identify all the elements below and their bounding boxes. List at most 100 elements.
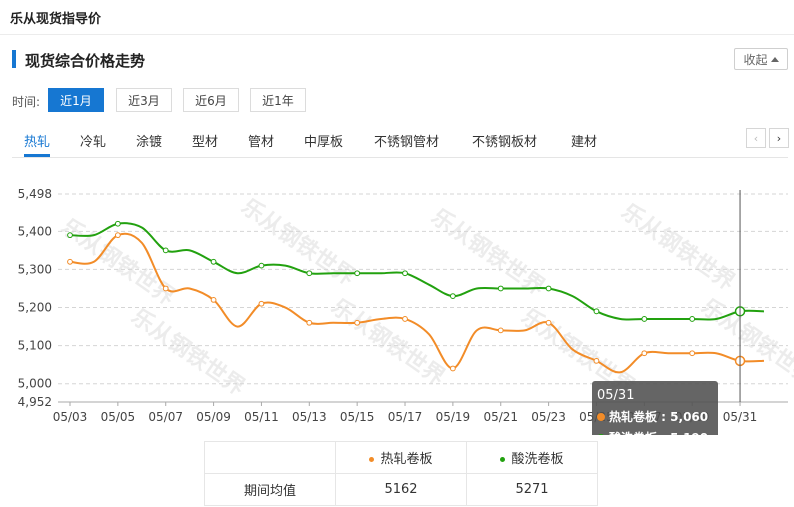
data-point [402, 270, 408, 277]
data-point [593, 357, 600, 364]
tooltip-marker [597, 413, 605, 421]
tooltip-line: 酸洗卷板 : 5,190 [609, 430, 708, 435]
data-point [306, 270, 313, 277]
summary-value-pickled: 5271 [466, 473, 598, 506]
y-tick-label: 5,000 [18, 377, 52, 391]
tabs-next-button[interactable]: › [769, 128, 789, 148]
x-tick-label: 05/15 [340, 410, 375, 424]
data-point [354, 270, 361, 277]
x-tick-label: 05/23 [531, 410, 566, 424]
tab-construction[interactable]: 建材 [571, 135, 598, 150]
tooltip-date: 05/31 [597, 388, 634, 403]
data-point [689, 316, 696, 322]
tab-sections[interactable]: 型材 [192, 135, 219, 150]
x-tick-label: 05/11 [244, 410, 279, 424]
data-point [689, 350, 696, 357]
tab-stainless-pipe[interactable]: 不锈钢管材 [374, 135, 440, 150]
data-point [593, 308, 600, 315]
watermark-text: 乐从钢铁世界 [617, 199, 740, 296]
chevron-right-icon: › [776, 131, 782, 145]
y-tick-label: 5,100 [18, 339, 52, 353]
tab-cold-rolled[interactable]: 冷轧 [80, 135, 107, 150]
app-title: 乐从现货指导价 [10, 12, 102, 27]
x-tick-label: 05/21 [483, 410, 518, 424]
data-point [162, 285, 169, 292]
active-tab-indicator [24, 154, 50, 157]
summary-header-label: 热轧卷板 [380, 452, 433, 467]
tab-stainless-plate[interactable]: 不锈钢板材 [472, 135, 538, 150]
time-filter-label: 时间: [12, 95, 41, 109]
summary-row-label: 期间均值 [204, 473, 336, 506]
y-tick-label: 5,300 [18, 262, 52, 276]
tooltip-marker [598, 434, 604, 435]
section-title: 现货综合价格走势 [25, 52, 146, 70]
orange-dot-icon [369, 457, 375, 462]
data-point [114, 220, 121, 227]
tabs-divider [12, 157, 788, 158]
watermark-text: 乐从钢铁世界 [697, 294, 794, 391]
data-point [545, 285, 552, 292]
tab-medium-plate[interactable]: 中厚板 [304, 135, 344, 150]
watermark-text: 乐从钢铁世界 [327, 294, 450, 391]
watermark-text: 乐从钢铁世界 [127, 304, 250, 401]
tab-coated[interactable]: 涂镀 [136, 135, 163, 150]
range-3-months-button[interactable]: 近3月 [116, 88, 172, 112]
range-1-year-button[interactable]: 近1年 [250, 88, 306, 112]
data-point [402, 316, 408, 322]
data-point [497, 327, 504, 334]
range-1-month-button[interactable]: 近1月 [48, 88, 104, 112]
x-tick-label: 05/17 [388, 410, 423, 424]
tab-pipes[interactable]: 管材 [248, 135, 275, 150]
data-point [449, 365, 456, 372]
collapse-label: 收起 [743, 52, 768, 67]
chevron-left-icon: ‹ [753, 131, 759, 145]
collapse-button[interactable]: 收起 [734, 48, 788, 70]
summary-header-label: 酸洗卷板 [511, 452, 564, 467]
summary-value-hot-rolled: 5162 [335, 473, 467, 506]
tab-hot-rolled[interactable]: 热轧 [24, 135, 51, 150]
data-point [162, 247, 169, 254]
summary-header-hot-rolled: 热轧卷板 [335, 441, 467, 474]
data-point [258, 262, 265, 269]
tooltip-layer: 05/31 热轧卷板 : 5,060 酸洗卷板 : 5,190 [592, 190, 741, 435]
data-point [114, 232, 121, 239]
series-layer [67, 220, 764, 374]
x-tick-label: 05/19 [436, 410, 471, 424]
green-dot-icon [500, 457, 506, 462]
y-tick-label: 5,200 [18, 301, 52, 315]
x-tick-label: 05/13 [292, 410, 327, 424]
tooltip-line: 热轧卷板 : 5,060 [609, 409, 708, 424]
data-point [210, 297, 217, 303]
data-point [67, 258, 73, 265]
data-point [449, 293, 456, 299]
data-point [641, 350, 648, 357]
data-point [641, 316, 648, 322]
section-accent-bar [12, 50, 16, 68]
top-bar: 乐从现货指导价 [0, 0, 794, 35]
x-tick-label: 05/09 [196, 410, 231, 424]
data-point [545, 319, 552, 326]
x-tick-label: 05/07 [148, 410, 183, 424]
tabs-prev-button[interactable]: ‹ [746, 128, 766, 148]
y-tick-label: 4,952 [18, 395, 52, 409]
x-tick-label: 05/03 [53, 410, 88, 424]
data-point [67, 232, 73, 239]
watermark-text: 乐从钢铁世界 [427, 204, 550, 301]
range-6-months-button[interactable]: 近6月 [183, 88, 239, 112]
summary-header-pickled: 酸洗卷板 [466, 441, 598, 474]
tooltip-box [592, 381, 718, 435]
data-point [210, 258, 217, 265]
data-point [354, 319, 361, 326]
x-tick-label: 05/31 [723, 410, 758, 424]
data-point [497, 285, 504, 292]
y-tick-label: 5,400 [18, 224, 52, 238]
summary-corner-cell [204, 441, 336, 474]
caret-up-icon [770, 56, 779, 62]
watermark-text: 乐从钢铁世界 [237, 194, 360, 291]
data-point [306, 319, 313, 326]
data-point [258, 300, 265, 307]
y-tick-label: 5,498 [18, 187, 52, 201]
period-average-table: 热轧卷板 酸洗卷板 期间均值 5162 5271 [204, 441, 598, 506]
